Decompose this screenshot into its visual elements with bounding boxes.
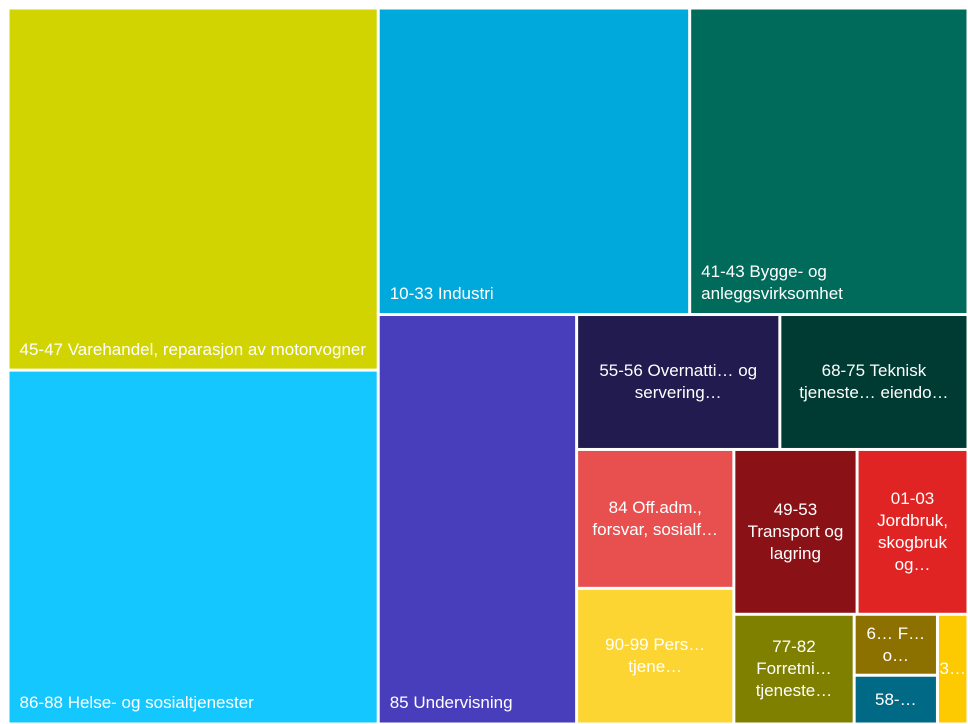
tile-label-box: 85 Undervisning [389,693,513,713]
tile-label-box: 45-47 Varehandel, reparasjon av motorvog… [19,339,367,359]
tile-label-box: 10-33 Industri [389,284,494,303]
tile [578,589,733,723]
tile-label: 84 Off.adm., forsvar, sosialf… [592,497,719,539]
tile-label-box: 49-53 Transport og lagring [747,499,844,563]
tile-label-box: 55-56 Overnatti… og servering… [599,360,758,402]
tile [938,615,967,723]
tile-label: 3… [939,659,966,679]
tile-label-box: 90-99 Pers… tjene… [605,635,706,677]
tile-label: 6… F… o… [866,623,926,665]
tile [735,450,856,613]
tile-label: 41-43 Bygge- og anleggsvirksomhet [701,262,843,303]
tile-label-box: 77-82 Forretni… tjeneste… [755,637,833,701]
tile [379,316,576,723]
tile [578,316,779,448]
tile [781,316,967,448]
tile-label: 90-99 Pers… tjene… [605,635,706,677]
tile-label: 55-56 Overnatti… og servering… [599,360,758,402]
tile-label-box: 41-43 Bygge- og anleggsvirksomhet [701,262,843,303]
tile [858,450,967,613]
tile [855,615,936,674]
tile-label: 45-47 Varehandel, reparasjon av motorvog… [19,339,367,359]
tile-label: 85 Undervisning [389,693,513,713]
tile [691,9,967,314]
tile [9,9,377,369]
tile-label-box: 84 Off.adm., forsvar, sosialf… [592,497,719,539]
tile-label-box: 01-03 Jordbruk, skogbruk og… [877,488,948,574]
tile-label: 01-03 Jordbruk, skogbruk og… [877,488,948,574]
tile-label: 58-… [875,689,917,709]
tile-label: 86-88 Helse- og sosialtjenester [19,693,254,713]
tile-label: 68-75 Teknisk tjeneste… eiendo… [799,360,949,402]
tile-label-box: 58-… [875,689,917,709]
tile [9,371,377,723]
tile-label: 77-82 Forretni… tjeneste… [755,637,833,701]
tile [578,450,733,587]
tile [855,676,936,723]
tile [379,9,689,314]
tile-label-box: 3… [939,659,966,679]
tile-label: 49-53 Transport og lagring [747,499,844,563]
tile-label-box: 68-75 Teknisk tjeneste… eiendo… [799,360,949,402]
tile [735,615,853,723]
tile-label-box: 6… F… o… [866,623,926,665]
tile-label: 10-33 Industri [389,284,494,303]
tile-label-box: 86-88 Helse- og sosialtjenester [19,693,254,713]
